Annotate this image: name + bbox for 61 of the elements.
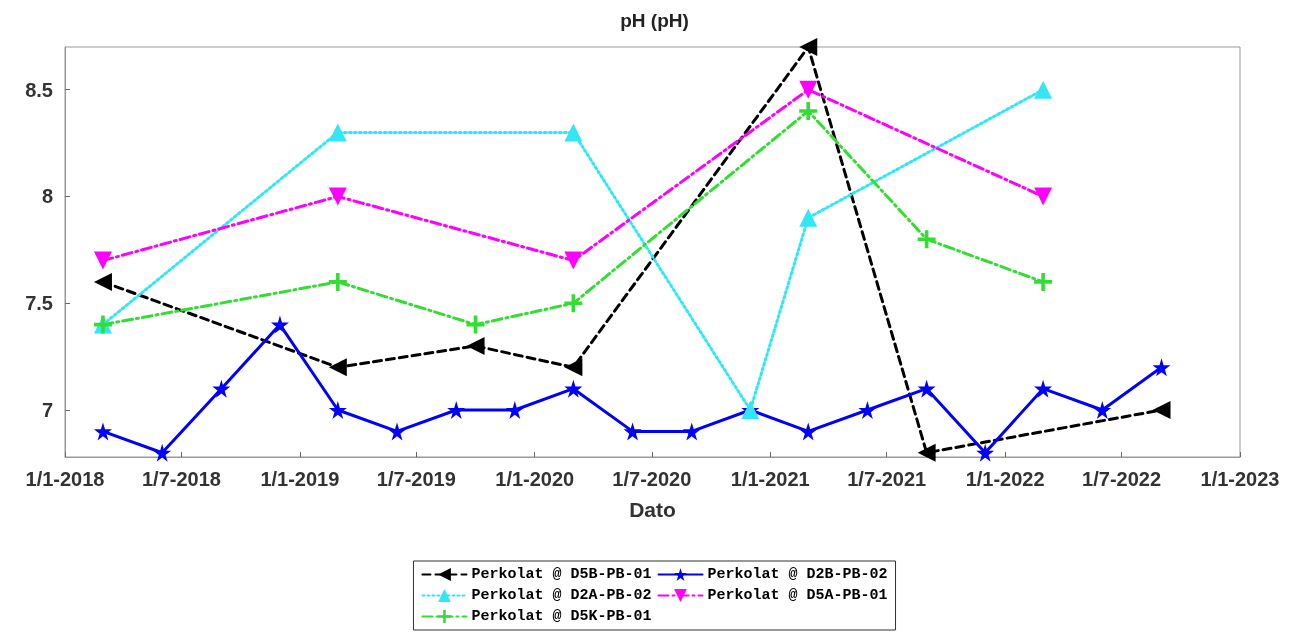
point [917, 379, 936, 398]
x-tick-label: 1/1-2021 [730, 468, 810, 490]
point [388, 422, 407, 441]
x-tick-label: 1/7-2022 [1082, 468, 1162, 490]
y-tick-label: 8 [41, 185, 53, 208]
point [623, 422, 642, 441]
point [93, 422, 112, 441]
point [564, 379, 583, 398]
point [564, 294, 583, 313]
x-tick-label: 1/1-2018 [25, 468, 105, 490]
point [799, 102, 818, 121]
point [976, 443, 995, 462]
point [447, 401, 466, 420]
point [93, 251, 112, 270]
point [153, 443, 172, 462]
point [328, 272, 347, 291]
point [917, 443, 936, 462]
point [1034, 379, 1053, 398]
point [93, 272, 112, 291]
point [1034, 272, 1053, 291]
point [328, 401, 347, 420]
x-tick-label: 1/1-2023 [1200, 468, 1280, 490]
x-axis-title: Dato [629, 498, 676, 521]
point [466, 336, 485, 355]
y-tick-label: 8.5 [25, 78, 53, 101]
x-tick-label: 1/1-2020 [495, 468, 575, 490]
x-tick-label: 1/1-2022 [965, 468, 1045, 490]
x-tick-label: 1/7-2021 [847, 468, 927, 490]
point [799, 38, 818, 56]
point [682, 422, 701, 441]
point [917, 230, 936, 249]
point [564, 123, 583, 142]
point [328, 187, 347, 206]
legend-label: Perkolat @ D5A-PB-01 [707, 587, 888, 604]
legend-label: Perkolat @ D2B-PB-02 [707, 566, 888, 583]
y-tick-label: 7.5 [25, 292, 53, 315]
y-tick-label: 7 [41, 399, 53, 422]
point [564, 251, 583, 270]
point [1152, 401, 1171, 420]
point [212, 379, 231, 398]
legend-label: Perkolat @ D5K-PB-01 [471, 608, 652, 625]
legend-label: Perkolat @ D5B-PB-01 [471, 566, 652, 583]
chart-title: pH (pH) [620, 10, 689, 31]
x-tick-label: 1/7-2019 [376, 468, 456, 490]
point [858, 401, 877, 420]
point [328, 123, 347, 142]
point [505, 401, 524, 420]
point [799, 80, 818, 99]
x-tick-label: 1/7-2020 [612, 468, 692, 490]
point [564, 358, 583, 377]
point [1093, 401, 1112, 420]
x-tick-label: 1/1-2019 [260, 468, 340, 490]
point [270, 315, 289, 334]
legend-label: Perkolat @ D2A-PB-02 [471, 587, 652, 604]
point [1034, 80, 1053, 99]
x-tick-label: 1/7-2018 [141, 468, 221, 490]
point [1152, 358, 1171, 377]
point [1034, 187, 1053, 206]
point [328, 358, 347, 377]
point [799, 208, 818, 227]
point [799, 422, 818, 441]
